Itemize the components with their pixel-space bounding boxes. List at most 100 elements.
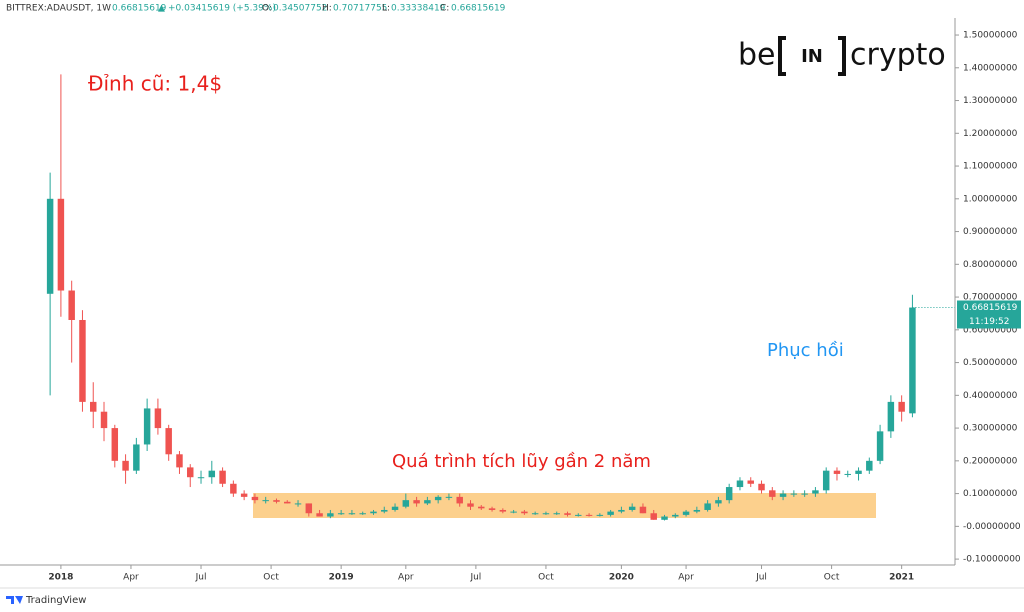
change-arrow: ▲	[158, 4, 165, 14]
candle-body	[176, 454, 183, 468]
candle-body	[165, 428, 172, 455]
logo-right: crypto	[850, 38, 946, 73]
candle-body	[909, 307, 916, 414]
candle-body	[467, 503, 474, 507]
candle-body	[521, 511, 528, 514]
candle-body	[337, 513, 345, 515]
low-label: L:	[382, 4, 390, 14]
footer: TradingView	[6, 595, 86, 606]
candle-body	[747, 480, 754, 484]
x-tick-label: Oct	[824, 573, 840, 583]
symbol: BITTREX:ADAUSDT, 1W	[6, 4, 111, 14]
candle-body	[628, 506, 636, 510]
annotation-accumulation: Quá trình tích lũy gần 2 năm	[392, 451, 651, 472]
candle-body	[348, 513, 356, 515]
y-tick-label: 1.00000000	[963, 194, 1018, 204]
candle-body	[844, 473, 851, 475]
candle-body	[197, 477, 205, 479]
candle-body	[46, 198, 54, 294]
candle-body	[736, 480, 744, 488]
candle-body	[133, 444, 140, 471]
y-tick-label: 1.30000000	[963, 96, 1018, 106]
footer-text: TradingView	[25, 595, 86, 606]
y-tick-label: 0.80000000	[963, 260, 1018, 270]
open-label: O:	[262, 4, 272, 14]
candle-body	[187, 467, 194, 478]
high-label: H:	[322, 4, 332, 14]
x-tick-label: Jul	[469, 573, 481, 583]
candle-body	[413, 500, 420, 504]
x-tick-label: 2021	[889, 573, 914, 583]
annotation-recovery: Phục hồi	[767, 340, 844, 361]
price-tag	[957, 300, 1021, 315]
candle-body	[230, 483, 237, 494]
candle-body	[434, 496, 442, 501]
annotation-old-peak: Đỉnh cũ: 1,4$	[88, 72, 222, 96]
y-tick-label: 0.50000000	[963, 358, 1018, 368]
x-tick-label: Oct	[263, 573, 279, 583]
y-tick-label: 0.90000000	[963, 227, 1018, 237]
candle-body	[327, 513, 334, 517]
x-tick-label: Apr	[678, 573, 694, 583]
candle-body	[693, 509, 701, 512]
y-tick-label: 0.20000000	[963, 456, 1018, 466]
candle-body	[262, 500, 269, 502]
candle-body	[100, 411, 108, 429]
candle-body	[208, 470, 216, 478]
candle-body	[564, 513, 571, 515]
candle-body	[790, 493, 798, 495]
y-tick-label: -0.10000000	[963, 555, 1021, 565]
header: BITTREX:ADAUSDT, 1W 0.66815619 ▲ +0.0341…	[6, 4, 506, 14]
candle-body	[531, 513, 539, 515]
candle-body	[305, 503, 313, 514]
watermark: be IN crypto	[738, 36, 946, 76]
candle-body	[596, 514, 604, 516]
candle-body	[898, 401, 905, 412]
candle-body	[402, 500, 410, 507]
candle-body	[219, 470, 226, 484]
candle-body	[542, 513, 550, 515]
x-tick-label: 2019	[329, 573, 354, 583]
low-value: 0.33338419	[391, 4, 446, 14]
candle-body	[90, 401, 97, 412]
candle-body	[499, 509, 507, 512]
candle-body	[812, 490, 819, 494]
candle-body	[769, 490, 776, 497]
candle-body	[478, 506, 485, 509]
candle-body	[855, 470, 862, 474]
candle-body	[68, 290, 75, 320]
candle-body	[122, 460, 129, 471]
x-tick-label: Jul	[755, 573, 767, 583]
candle-body	[251, 496, 259, 501]
candles	[46, 74, 916, 521]
candle-body	[715, 500, 722, 504]
candle-body	[801, 493, 808, 495]
x-tick-label: 2018	[48, 573, 73, 583]
candle-body	[575, 514, 582, 516]
x-tick-label: Apr	[398, 573, 414, 583]
y-tick-label: 1.10000000	[963, 162, 1018, 172]
y-tick-label: 0.70000000	[963, 293, 1018, 303]
candle-body	[370, 511, 377, 514]
y-tick-label: 1.40000000	[963, 63, 1018, 73]
last-price: 0.66815619	[112, 4, 167, 14]
candle-body	[294, 503, 302, 505]
y-tick-label: 0.40000000	[963, 391, 1018, 401]
countdown-tag	[957, 314, 1021, 329]
candle-body	[822, 470, 830, 491]
candle-body	[359, 513, 366, 515]
candle-body	[607, 511, 614, 515]
candle-body	[585, 514, 593, 516]
countdown-label: 11:19:52	[969, 317, 1009, 327]
candle-body	[240, 493, 248, 497]
close-label: C:	[440, 4, 449, 14]
candle-body	[866, 460, 873, 471]
x-tick-label: Jul	[195, 573, 207, 583]
candle-body	[553, 513, 560, 515]
high-value: 0.70717755	[333, 4, 387, 14]
candle-body	[273, 500, 280, 502]
logo-middle: IN	[801, 46, 823, 67]
candle-body	[424, 500, 431, 504]
candle-body	[284, 501, 291, 504]
x-tick-label: 2020	[609, 573, 634, 583]
